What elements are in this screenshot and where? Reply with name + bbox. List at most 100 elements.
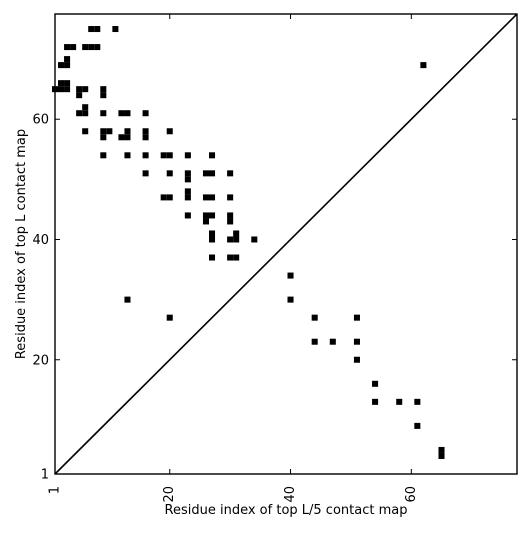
contact-cell [118, 110, 125, 117]
contact-cell [64, 56, 71, 63]
contact-cell [202, 170, 209, 177]
contact-cell [372, 380, 379, 387]
contact-cell [166, 152, 173, 159]
contact-cell [353, 356, 360, 363]
contact-cells [51, 26, 445, 459]
contact-cell [142, 134, 149, 141]
contact-cell [227, 218, 234, 225]
contact-cell [76, 92, 83, 99]
contact-cell [311, 338, 318, 345]
contact-cell [420, 62, 427, 69]
contact-cell [184, 188, 191, 195]
contact-cell [233, 230, 240, 237]
contact-cell [70, 44, 77, 51]
contact-cell [209, 194, 216, 201]
y-tick-label: 60 [32, 113, 49, 128]
contact-cell [100, 128, 107, 135]
y-tick-label: 20 [32, 353, 49, 368]
contact-cell [209, 170, 216, 177]
contact-cell [124, 296, 131, 303]
contact-cell [166, 170, 173, 177]
contact-cell [227, 170, 234, 177]
contact-cell [112, 26, 119, 33]
contact-cell [94, 26, 101, 33]
contact-cell [166, 314, 173, 321]
contact-cell [82, 110, 89, 117]
plot-frame [54, 13, 518, 475]
contact-cell [209, 212, 216, 219]
contact-cell [118, 134, 125, 141]
contact-cell [202, 218, 209, 225]
y-axis-label: Residue index of top L contact map [14, 129, 29, 359]
contact-cell [58, 62, 65, 69]
contact-cell [142, 128, 149, 135]
contact-cell [64, 86, 71, 93]
contact-cell [329, 338, 336, 345]
contact-cell [100, 152, 107, 159]
contact-cell [64, 80, 71, 87]
contact-cell [82, 86, 89, 93]
x-tick-label: 1 [48, 486, 63, 494]
contact-cell [287, 296, 294, 303]
contact-cell [58, 80, 65, 87]
contact-cell [209, 236, 216, 243]
contact-cell [353, 314, 360, 321]
contact-cell [184, 176, 191, 183]
contact-cell [184, 170, 191, 177]
contact-cell [396, 398, 403, 405]
contact-cell [184, 152, 191, 159]
contact-cell [202, 212, 209, 219]
axis-ticks: 1 20 40 60 1 20 40 60 [32, 14, 517, 503]
contact-cell [100, 134, 107, 141]
contact-cell [100, 110, 107, 117]
contact-cell [94, 44, 101, 51]
contact-cell [209, 152, 216, 159]
contact-cell [58, 86, 65, 93]
contact-cell [142, 170, 149, 177]
x-axis-label: Residue index of top L/5 contact map [165, 503, 408, 518]
contact-cell [124, 134, 131, 141]
contact-cell [184, 212, 191, 219]
contact-cell [100, 86, 107, 93]
contact-cell [88, 44, 95, 51]
x-tick-label: 40 [283, 486, 298, 503]
contact-cell [414, 422, 421, 429]
contact-cell [414, 398, 421, 405]
contact-cell [353, 338, 360, 345]
contact-cell [100, 92, 107, 99]
contact-cell [233, 254, 240, 261]
contact-cell [372, 398, 379, 405]
contact-cell [124, 110, 131, 117]
contact-cell [76, 110, 83, 117]
x-tick-label: 20 [162, 486, 177, 503]
contact-cell [251, 236, 258, 243]
contact-cell [184, 194, 191, 201]
contact-cell [82, 44, 89, 51]
contact-cell [76, 86, 83, 93]
contact-cell [287, 272, 294, 279]
contact-cell [64, 44, 71, 51]
contact-cell [106, 128, 113, 135]
contact-cell [438, 446, 445, 453]
diagonal-line [54, 13, 518, 475]
contact-cell [438, 452, 445, 459]
contact-cell [124, 128, 131, 135]
y-tick-label: 1 [41, 468, 49, 483]
contact-cell [166, 194, 173, 201]
contact-cell [166, 128, 173, 135]
contact-cell [88, 26, 95, 33]
contact-cell [160, 194, 167, 201]
contact-cell [142, 152, 149, 159]
contact-cell [82, 104, 89, 111]
contact-cell [209, 230, 216, 237]
contact-cell [160, 152, 167, 159]
contact-cell [82, 128, 89, 135]
contact-cell [233, 236, 240, 243]
x-tick-label: 60 [404, 486, 419, 503]
contact-cell [227, 212, 234, 219]
y-tick-label: 40 [32, 233, 49, 248]
contact-cell [142, 110, 149, 117]
contact-cell [202, 194, 209, 201]
